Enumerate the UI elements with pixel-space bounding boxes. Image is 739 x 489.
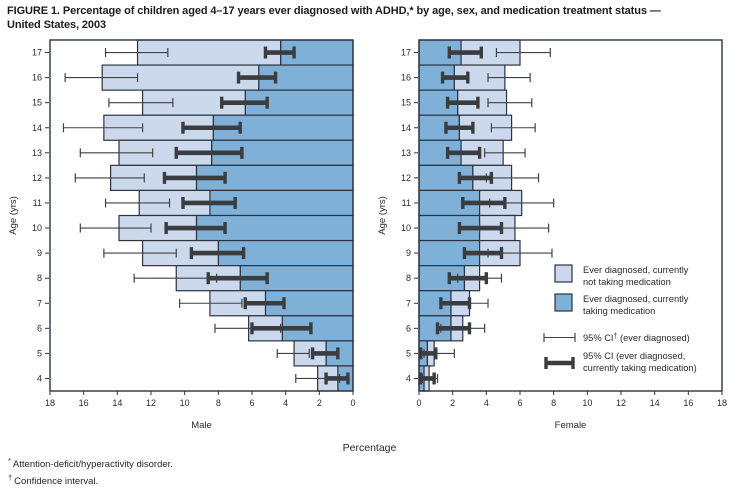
female-axes: 17 16 15 14 13 12 11 10 9 8 7 6 5 4 0 2 4 6 8 10 12 14 16 18 Age…	[377, 39, 727, 431]
legend-swatch-taking	[554, 293, 573, 312]
age-tick-label: 16	[32, 73, 42, 83]
age-tick-label: 16	[401, 73, 411, 83]
x-tick-label: 0	[416, 398, 421, 408]
bar-taking-age-10	[418, 214, 481, 242]
footnote-ci-marker: †	[8, 472, 13, 482]
age-tick-label: 13	[401, 148, 411, 158]
footnote-ci-text: Confidence interval.	[14, 475, 99, 487]
x-tick-label: 12	[146, 398, 156, 408]
x-tick-label: 14	[650, 398, 660, 408]
age-tick-label: 7	[406, 298, 411, 308]
age-tick-label: 14	[401, 123, 411, 133]
x-tick-label: 18	[45, 398, 55, 408]
age-tick-label: 6	[37, 323, 42, 333]
age-tick-label: 12	[401, 173, 411, 183]
age-tick-label: 15	[32, 98, 42, 108]
male-axes: 17 16 15 14 13 12 11 10 9 8 7 6 5 4 0 2 4 6 8 10 12 14 16 18 Age…	[8, 39, 356, 431]
female-bars	[418, 39, 523, 392]
panel-label-female: Female	[555, 420, 587, 431]
svg-text:not taking medication: not taking medication	[583, 277, 671, 287]
svg-text:currently taking medication): currently taking medication)	[583, 363, 697, 373]
age-tick-label: 11	[402, 198, 411, 208]
age-tick-label: 9	[37, 248, 42, 258]
age-tick-label: 6	[406, 323, 411, 333]
x-tick-label: 16	[79, 398, 89, 408]
female-confidence-intervals	[418, 46, 555, 385]
x-tick-label: 12	[616, 398, 626, 408]
x-axis-title: Percentage	[342, 442, 397, 454]
y-axis-title: Age (yrs)	[8, 196, 19, 235]
age-tick-label: 11	[33, 198, 42, 208]
svg-text:95% CI (ever diagnosed,: 95% CI (ever diagnosed,	[583, 351, 685, 361]
age-tick-label: 14	[32, 123, 42, 133]
footnote-adhd: * Attention-deficit/hyperactivity disorde…	[8, 455, 173, 472]
x-tick-label: 8	[216, 398, 221, 408]
x-tick-label: 6	[517, 398, 522, 408]
age-tick-label: 10	[401, 223, 411, 233]
male-bars	[101, 39, 354, 392]
age-tick-label: 10	[32, 223, 42, 233]
age-tick-label: 17	[401, 48, 411, 58]
x-tick-label: 8	[551, 398, 556, 408]
male-chart: 17 16 15 14 13 12 11 10 9 8 7 6 5 4 0 2 4 6 8 10 12 14 16 18 Age…	[8, 39, 356, 431]
x-tick-label: 14	[112, 398, 122, 408]
panel-label-male: Male	[191, 420, 212, 431]
x-tick-label: 16	[683, 398, 693, 408]
footnote-adhd-text: Attention-deficit/hyperactivity disorder…	[12, 459, 173, 471]
y-axis-title: Age (yrs)	[377, 196, 388, 235]
x-tick-label: 4	[283, 398, 288, 408]
age-tick-label: 4	[406, 373, 411, 383]
age-tick-label: 13	[32, 148, 42, 158]
footnotes: * Attention-deficit/hyperactivity disorde…	[8, 455, 173, 488]
legend: Ever diagnosed, currently not taking medi…	[543, 264, 697, 373]
x-tick-label: 2	[450, 398, 455, 408]
age-tick-label: 5	[406, 348, 411, 358]
x-tick-label: 2	[317, 398, 322, 408]
legend-swatch-not-taking	[554, 264, 573, 283]
x-tick-label: 10	[582, 398, 592, 408]
legend-ci-thin-label: 95% CI† (ever diagnosed)	[583, 333, 690, 343]
footnote-adhd-marker: *	[8, 456, 11, 465]
age-tick-label: 4	[37, 373, 42, 383]
age-tick-label: 7	[37, 298, 42, 308]
svg-text:Ever diagnosed, currently: Ever diagnosed, currently	[583, 265, 689, 275]
age-tick-label: 15	[401, 98, 411, 108]
x-tick-label: 10	[180, 398, 190, 408]
age-tick-label: 12	[32, 173, 42, 183]
x-tick-label: 6	[249, 398, 254, 408]
footnote-ci: † Confidence interval.	[8, 472, 173, 489]
svg-text:Ever diagnosed, currently: Ever diagnosed, currently	[583, 294, 689, 304]
svg-text:taking medication: taking medication	[583, 306, 655, 316]
age-tick-label: 8	[37, 273, 42, 283]
x-tick-label: 4	[484, 398, 489, 408]
x-tick-label: 18	[717, 398, 727, 408]
female-chart: 17 16 15 14 13 12 11 10 9 8 7 6 5 4 0 2 4 6 8 10 12 14 16 18 Age…	[377, 39, 727, 431]
figure-title-line1: FIGURE 1. Percentage of children aged 4–…	[7, 5, 661, 17]
male-confidence-intervals	[62, 46, 350, 385]
age-tick-label: 8	[406, 273, 411, 283]
age-tick-label: 17	[32, 48, 42, 58]
age-tick-label: 9	[406, 248, 411, 258]
age-tick-label: 5	[37, 348, 42, 358]
figure-title-line2: United States, 2003	[7, 18, 106, 31]
figure-title: FIGURE 1. Percentage of children aged 4–…	[7, 5, 737, 32]
x-tick-label: 0	[350, 398, 355, 408]
